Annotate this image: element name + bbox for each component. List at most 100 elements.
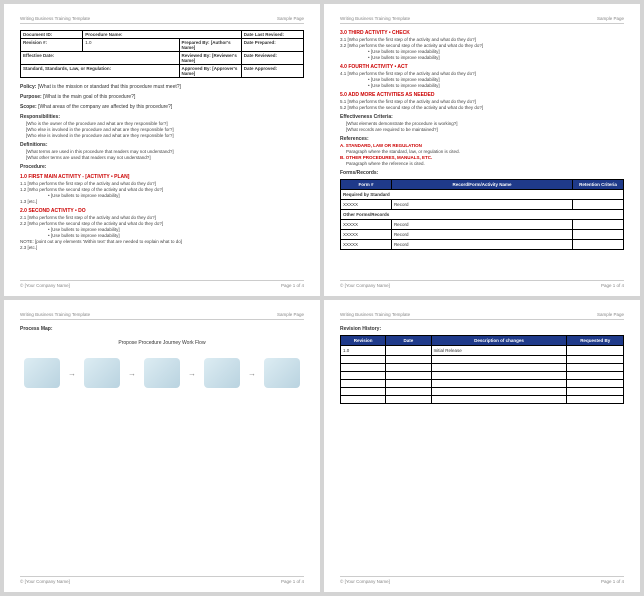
- cell: [341, 364, 386, 372]
- footer-right: Page 1 of 4: [281, 283, 304, 288]
- flow-row: → → → →: [20, 358, 304, 388]
- cell: [386, 372, 431, 380]
- info-cell: Date Reviewed:: [241, 52, 303, 65]
- body-text: 1.2 [Who performs the second step of the…: [28, 187, 304, 192]
- body-text: 2.2 [Who performs the second step of the…: [28, 221, 304, 226]
- body-text: 5.1 [Who performs the first step of the …: [348, 99, 624, 104]
- cell: XXXXX: [341, 240, 392, 250]
- info-cell: Approved By: [Approver's Name]: [179, 65, 241, 78]
- info-cell: Date Approved:: [241, 65, 303, 78]
- header-right: Sample Page: [277, 16, 304, 21]
- cell: [567, 364, 624, 372]
- section-forms: Forms/Records:: [340, 170, 624, 176]
- body-text: 5.2 [Who performs the second step of the…: [348, 105, 624, 110]
- info-cell: Document ID:: [21, 31, 83, 39]
- bullet: [Use bullets to improve readability]: [48, 193, 304, 198]
- page-2: Writing Business Training Template Sampl…: [324, 4, 640, 296]
- cell: [386, 364, 431, 372]
- sub-row: Required by Standard: [341, 190, 624, 200]
- footer-left: © [Your Company Name]: [20, 579, 70, 584]
- body-text: [Who else is involved in the procedure a…: [34, 127, 304, 132]
- step-heading: 3.0 THIRD ACTIVITY • CHECK: [340, 30, 624, 36]
- header-right: Sample Page: [277, 312, 304, 317]
- bullet: [Use bullets to improve readability]: [368, 77, 624, 82]
- th: Requested By: [567, 336, 624, 346]
- bullet: [Use bullets to improve readability]: [48, 227, 304, 232]
- page-header: Writing Business Training Template Sampl…: [20, 16, 304, 24]
- flow-shape: [84, 358, 120, 388]
- cell: [386, 356, 431, 364]
- footer-left: © [Your Company Name]: [340, 579, 390, 584]
- cell: Record: [391, 200, 572, 210]
- th: Date: [386, 336, 431, 346]
- info-cell: Reviewed By: [Reviewer's Name]: [179, 52, 241, 65]
- body-text: 1.3 [etc.]: [28, 199, 304, 204]
- page-1: Writing Business Training Template Sampl…: [4, 4, 320, 296]
- cell: [386, 388, 431, 396]
- body-text: NOTE: [point out any elements 'Within te…: [28, 239, 304, 244]
- body-text: 3.1 [Who performs the first step of the …: [348, 37, 624, 42]
- page-footer: © [Your Company Name] Page 1 of 4: [20, 576, 304, 584]
- bullet: [Use bullets to improve readability]: [368, 55, 624, 60]
- th: Description of changes: [431, 336, 567, 346]
- flow-shape: [24, 358, 60, 388]
- section-definitions: Definitions:: [20, 142, 304, 148]
- info-table: Document ID: Procedure Name: Date Last R…: [20, 30, 304, 78]
- header-left: Writing Business Training Template: [340, 312, 410, 317]
- body-text: 2.3 [etc.]: [28, 245, 304, 250]
- cell: [573, 220, 624, 230]
- info-cell: Date Last Revised:: [241, 31, 303, 39]
- cell: [567, 380, 624, 388]
- step-heading: 5.0 ADD MORE ACTIVITIES AS NEEDED: [340, 92, 624, 98]
- cell: [573, 200, 624, 210]
- ref-item: A. STANDARD, LAW OR REGULATION: [348, 143, 624, 148]
- flow-shape: [264, 358, 300, 388]
- body-text: [What records are required to be maintai…: [354, 127, 624, 132]
- arrow-icon: →: [68, 369, 76, 378]
- body-text: [Who is the owner of the procedure and w…: [34, 121, 304, 126]
- flow-shape: [144, 358, 180, 388]
- info-cell: Date Prepared:: [241, 39, 303, 52]
- page-header: Writing Business Training Template Sampl…: [340, 16, 624, 24]
- th: Record/Form/Activity Name: [391, 180, 572, 190]
- cell: [386, 396, 431, 404]
- arrow-icon: →: [248, 369, 256, 378]
- cell: [341, 396, 386, 404]
- header-right: Sample Page: [597, 16, 624, 21]
- section-purpose: Purpose: [What is the main goal of this …: [20, 94, 304, 100]
- body-text: Paragraph where the standard, law, or re…: [354, 149, 624, 154]
- page-footer: © [Your Company Name] Page 1 of 4: [20, 280, 304, 288]
- arrow-icon: →: [188, 369, 196, 378]
- cell: Record: [391, 240, 572, 250]
- body-text: [What elements demonstrate the procedure…: [354, 121, 624, 126]
- body-text: [Who else is involved in the procedure a…: [34, 133, 304, 138]
- cell: XXXXX: [341, 220, 392, 230]
- flow-shape: [204, 358, 240, 388]
- step-heading: 1.0 FIRST MAIN ACTIVITY - [ACTIVITY • PL…: [20, 174, 304, 180]
- cell: [567, 396, 624, 404]
- cell: [386, 380, 431, 388]
- page-footer: © [Your Company Name] Page 1 of 4: [340, 576, 624, 584]
- section-policy: Policy: [What is the mission or standard…: [20, 84, 304, 90]
- page-3: Writing Business Training Template Sampl…: [4, 300, 320, 592]
- section-process-map: Process Map:: [20, 326, 304, 332]
- header-left: Writing Business Training Template: [20, 312, 90, 317]
- sub-row: Other Forms/Records: [341, 210, 624, 220]
- cell: [431, 388, 567, 396]
- cell: [567, 346, 624, 356]
- page-header: Writing Business Training Template Sampl…: [20, 312, 304, 320]
- body-text: [What other terms are used that readers …: [34, 155, 304, 160]
- footer-right: Page 1 of 4: [601, 283, 624, 288]
- revision-table: Revision Date Description of changes Req…: [340, 335, 624, 404]
- cell: [431, 372, 567, 380]
- cell: XXXXX: [341, 230, 392, 240]
- section-revision-history: Revision History:: [340, 326, 624, 332]
- footer-left: © [Your Company Name]: [340, 283, 390, 288]
- cell: [567, 356, 624, 364]
- arrow-icon: →: [128, 369, 136, 378]
- flow-title: Propose Procedure Journey Work Flow: [20, 340, 304, 346]
- cell: XXXXX: [341, 200, 392, 210]
- cell: [573, 240, 624, 250]
- bullet: [Use bullets to improve readability]: [48, 233, 304, 238]
- body-text: 4.1 [Who performs the first step of the …: [348, 71, 624, 76]
